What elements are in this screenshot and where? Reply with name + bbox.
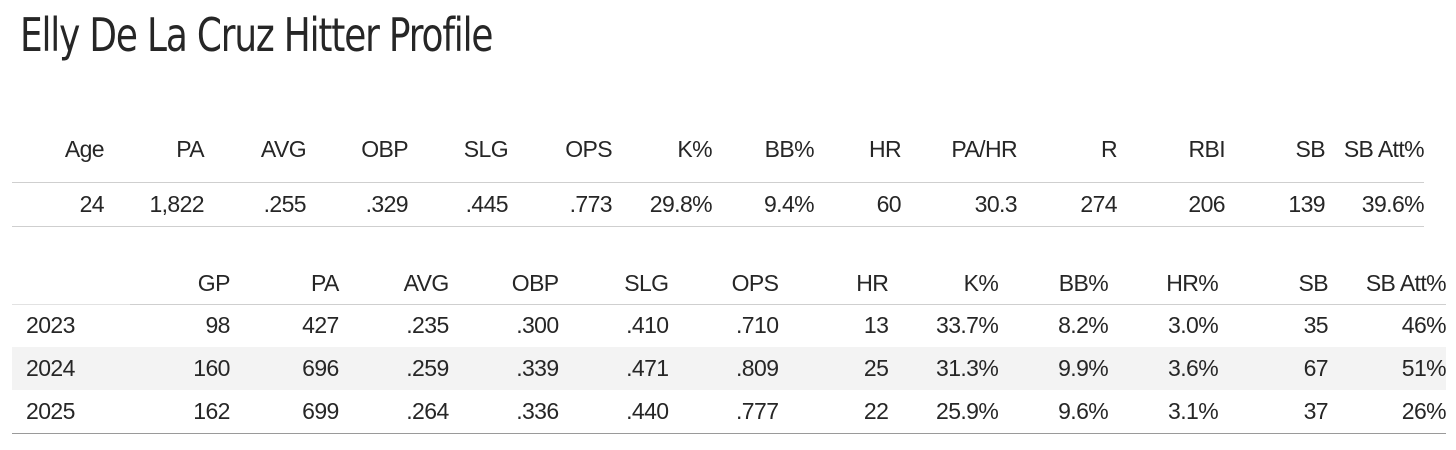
table-cell: .809 xyxy=(736,355,779,381)
summary-header-cell: SB Att% xyxy=(1343,136,1425,163)
season-year-cell: 2023 xyxy=(26,312,75,339)
season-header-cell: PA xyxy=(229,264,339,305)
summary-header-cell: R xyxy=(1100,136,1118,163)
season-header-cell: K% xyxy=(888,264,999,305)
summary-value-cell: 29.8% xyxy=(612,181,713,227)
table-cell: 9.6% xyxy=(998,390,1109,434)
table-cell: 8.2% xyxy=(1058,312,1109,339)
summary-value-cell: .255 xyxy=(204,181,307,227)
table-cell: 37 xyxy=(1218,390,1329,434)
summary-header-cell: BB% xyxy=(764,136,815,163)
summary-value-cell: 24 xyxy=(12,181,105,227)
page-title: Elly De La Cruz Hitter Profile xyxy=(20,8,493,62)
table-cell: 26% xyxy=(1327,390,1447,434)
summary-value-cell: 39.6% xyxy=(1325,181,1425,227)
table-cell: .777 xyxy=(668,390,779,434)
summary-header-cell: SB xyxy=(1295,136,1326,163)
table-cell: 46% xyxy=(1401,312,1447,339)
summary-value-cell: 1,822 xyxy=(104,181,205,227)
table-cell: 25.9% xyxy=(888,390,999,434)
table-cell: .336 xyxy=(448,390,559,434)
table-cell: 33.7% xyxy=(936,312,999,339)
table-row: 2024 160 696 .259 .339 .471 .809 25 31.3… xyxy=(12,347,1447,390)
table-cell: 98 xyxy=(205,312,230,339)
table-cell: 67 xyxy=(1303,355,1329,381)
table-cell: .339 xyxy=(516,355,559,381)
summary-value-cell: .445 xyxy=(408,181,509,227)
season-header-cell xyxy=(12,264,130,305)
table-row: 2025 162 699 .264 .336 .440 .777 22 25.9… xyxy=(12,390,1447,434)
summary-header-cell: Age xyxy=(64,136,105,163)
table-cell: 699 xyxy=(229,390,339,434)
summary-header-cell: K% xyxy=(677,136,712,163)
career-summary-table: Age PA AVG OBP SLG OPS K% BB% HR PA/HR R… xyxy=(12,118,1425,227)
table-cell: 696 xyxy=(302,355,339,381)
summary-value-cell: 139 xyxy=(1225,181,1326,227)
summary-value-cell: 9.4% xyxy=(712,181,815,227)
season-header-cell: SB Att% xyxy=(1327,264,1447,305)
table-cell: 31.3% xyxy=(936,355,999,381)
summary-value-cell: 60 xyxy=(814,181,902,227)
table-cell: 160 xyxy=(193,355,230,381)
summary-header-cell: OPS xyxy=(565,136,612,163)
season-header-row: GP PA AVG OBP SLG OPS HR K% BB% HR% SB S… xyxy=(12,264,1447,305)
summary-header-cell: OBP xyxy=(361,136,408,163)
table-cell: 25 xyxy=(863,355,889,381)
summary-header-cell: RBI xyxy=(1188,136,1225,163)
table-cell: 427 xyxy=(302,312,339,339)
summary-header-cell: PA xyxy=(176,136,204,163)
table-cell: 3.0% xyxy=(1168,312,1219,339)
season-header-cell: SLG xyxy=(558,264,669,305)
table-cell: .300 xyxy=(516,312,559,339)
summary-header-cell: PA/HR xyxy=(951,136,1017,163)
summary-value-cell: .773 xyxy=(508,181,613,227)
table-cell: 51% xyxy=(1401,355,1447,381)
table-cell: 3.6% xyxy=(1168,355,1219,381)
table-cell: .235 xyxy=(406,312,449,339)
summary-value-cell: 274 xyxy=(1017,181,1118,227)
summary-value-cell: .329 xyxy=(306,181,409,227)
season-header-cell: BB% xyxy=(998,264,1109,305)
table-cell: 9.9% xyxy=(1058,355,1109,381)
season-header-cell: OPS xyxy=(668,264,779,305)
table-cell: .471 xyxy=(626,355,669,381)
summary-header-cell: AVG xyxy=(260,136,307,163)
table-cell: .410 xyxy=(626,312,669,339)
table-cell: 35 xyxy=(1303,312,1329,339)
season-year-cell: 2024 xyxy=(26,355,75,381)
table-cell: .259 xyxy=(406,355,449,381)
season-stats-table: GP PA AVG OBP SLG OPS HR K% BB% HR% SB S… xyxy=(12,264,1447,434)
table-cell: 3.1% xyxy=(1108,390,1219,434)
season-header-cell: HR xyxy=(778,264,889,305)
table-cell: .440 xyxy=(558,390,669,434)
season-year-cell: 2025 xyxy=(12,390,130,434)
table-cell: .264 xyxy=(338,390,449,434)
summary-header-cell: SLG xyxy=(463,136,509,163)
table-row: 2023 98 427 .235 .300 .410 .710 13 33.7%… xyxy=(12,304,1447,347)
season-header-cell: SB xyxy=(1218,264,1329,305)
season-header-cell: OBP xyxy=(448,264,559,305)
season-header-cell: AVG xyxy=(338,264,449,305)
summary-value-row: 24 1,822 .255 .329 .445 .773 29.8% 9.4% … xyxy=(12,181,1425,227)
table-cell: 22 xyxy=(778,390,889,434)
summary-header-cell: HR xyxy=(868,136,902,163)
summary-header-row: Age PA AVG OBP SLG OPS K% BB% HR PA/HR R… xyxy=(12,118,1425,182)
season-header-cell: HR% xyxy=(1108,264,1219,305)
summary-value-cell: 30.3 xyxy=(901,181,1018,227)
summary-value-cell: 206 xyxy=(1117,181,1226,227)
table-cell: .710 xyxy=(736,312,779,339)
season-header-cell: GP xyxy=(129,264,230,305)
table-cell: 13 xyxy=(863,312,889,339)
table-cell: 162 xyxy=(129,390,230,434)
